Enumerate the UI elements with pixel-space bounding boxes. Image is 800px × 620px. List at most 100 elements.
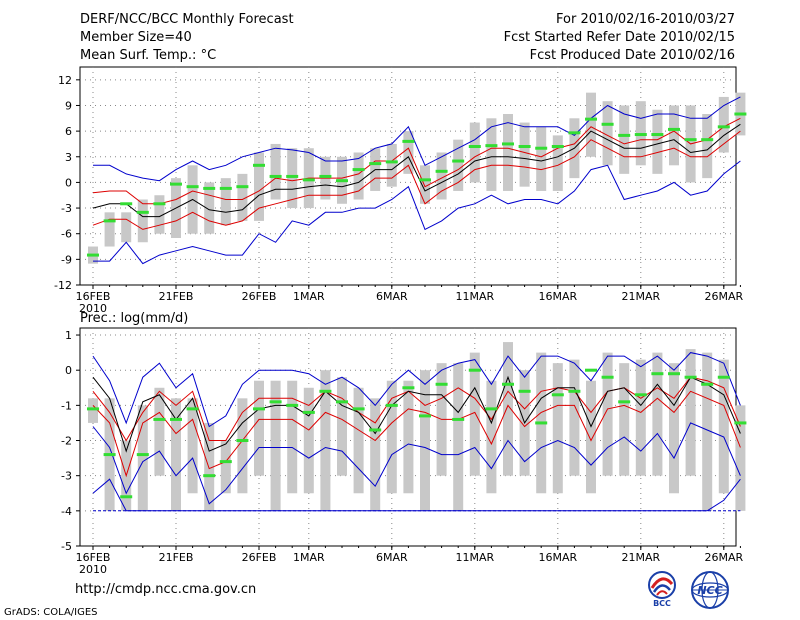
- median-marker: [253, 163, 265, 167]
- y-tick-label: -4: [61, 505, 72, 518]
- x-tick-label: 11MAR: [455, 551, 494, 564]
- y-tick-label: -9: [61, 253, 72, 266]
- spread-box: [403, 380, 414, 494]
- forecast-started-date: Fcst Started Refer Date 2010/02/15: [503, 30, 735, 45]
- spread-box: [353, 152, 364, 200]
- median-marker: [170, 417, 182, 421]
- y-tick-label: -2: [61, 435, 72, 448]
- source-url[interactable]: http://cmdp.ncc.cma.gov.cn: [75, 582, 257, 597]
- median-marker: [518, 145, 531, 149]
- series-p75-line: [92, 117, 741, 205]
- y-tick-label: 6: [65, 125, 72, 138]
- median-marker: [352, 168, 365, 172]
- median-marker: [253, 407, 265, 411]
- median-marker: [203, 186, 216, 190]
- median-marker: [668, 372, 680, 376]
- member-size: Member Size=40: [80, 30, 192, 45]
- median-marker: [336, 400, 348, 404]
- x-tick-label: 6MAR: [376, 290, 408, 303]
- spread-box: [420, 370, 430, 511]
- x-tick-label: 21FEB: [159, 551, 194, 564]
- x-tick-label: 21MAR: [621, 551, 660, 564]
- median-marker: [452, 417, 465, 421]
- median-marker: [485, 407, 498, 411]
- median-marker: [136, 453, 149, 457]
- y-tick-label: -1: [61, 399, 72, 412]
- median-marker: [87, 407, 99, 411]
- x-tick-label: 16FEB: [76, 290, 111, 303]
- spread-box: [669, 363, 679, 494]
- median-marker: [153, 417, 166, 421]
- median-marker: [369, 428, 382, 432]
- median-marker: [219, 186, 232, 190]
- y-tick-label: -3: [61, 470, 72, 483]
- spread-box: [254, 152, 264, 221]
- spread-box: [619, 105, 630, 174]
- x-tick-label: 16FEB: [76, 551, 111, 564]
- median-marker: [485, 144, 498, 148]
- spread-box: [718, 359, 729, 494]
- median-marker: [336, 179, 348, 183]
- spread-box: [503, 342, 513, 476]
- spread-box: [88, 398, 98, 423]
- y-tick-label: -6: [61, 228, 72, 241]
- median-marker: [468, 145, 481, 149]
- median-marker: [668, 127, 680, 131]
- temperature-panel: 12 9 6 3 0 -3 -6 -9 -12 16FEB 21FEB 26FEB 1MAR 6MAR 11…: [54, 66, 747, 315]
- temp-panel-label: Mean Surf. Temp.: °C: [80, 48, 217, 63]
- spread-box: [137, 405, 148, 511]
- median-marker: [717, 375, 730, 379]
- spread-box: [536, 126, 547, 191]
- y-tick-label: 0: [65, 364, 72, 377]
- x-year-label: 2010: [79, 563, 107, 576]
- spread-box: [503, 114, 513, 191]
- median-marker: [551, 393, 564, 397]
- median-marker: [302, 410, 315, 414]
- median-marker: [369, 162, 382, 166]
- x-tick-label: 16MAR: [538, 290, 577, 303]
- chart-title: DERF/NCC/BCC Monthly Forecast: [80, 12, 294, 27]
- forecast-produced-date: Fcst Produced Date 2010/02/16: [529, 48, 735, 63]
- median-marker: [352, 407, 365, 411]
- spread-box: [204, 422, 215, 511]
- series-p75-line: [92, 376, 741, 442]
- bcc-logo-text: BCC: [653, 599, 671, 608]
- spread-box: [154, 195, 165, 234]
- spread-box: [121, 212, 132, 243]
- spread-box: [619, 363, 630, 476]
- spread-box: [685, 349, 696, 476]
- spread-box: [652, 352, 663, 476]
- median-marker: [302, 178, 315, 182]
- spread-box: [303, 387, 314, 494]
- median-marker: [618, 400, 631, 404]
- plot-frame: [79, 66, 737, 286]
- median-marker: [734, 112, 747, 116]
- spread-box: [403, 131, 414, 174]
- spread-box: [171, 398, 181, 511]
- median-marker: [120, 202, 133, 206]
- spread-box: [386, 143, 397, 187]
- median-marker: [186, 185, 199, 189]
- y-tick-label: -3: [61, 202, 72, 215]
- ncc-logo-text: NCC: [697, 584, 722, 597]
- median-marker: [568, 131, 581, 135]
- median-marker: [103, 219, 116, 223]
- x-tick-label: 26FEB: [242, 290, 277, 303]
- median-marker: [634, 133, 647, 137]
- y-tick-label: 1: [65, 329, 72, 342]
- median-marker: [684, 138, 697, 142]
- median-marker: [402, 386, 415, 390]
- median-marker: [701, 138, 714, 142]
- median-marker: [452, 159, 465, 163]
- ncc-logo: NCC: [691, 571, 729, 609]
- median-marker: [219, 460, 232, 464]
- median-marker: [535, 146, 548, 150]
- x-tick-label: 1MAR: [293, 290, 325, 303]
- median-marker: [269, 174, 282, 178]
- spread-box: [270, 143, 281, 200]
- bcc-logo: BCC: [648, 571, 676, 608]
- median-marker: [319, 174, 332, 178]
- median-marker: [701, 382, 714, 386]
- spread-box: [237, 398, 248, 494]
- median-marker: [502, 382, 514, 386]
